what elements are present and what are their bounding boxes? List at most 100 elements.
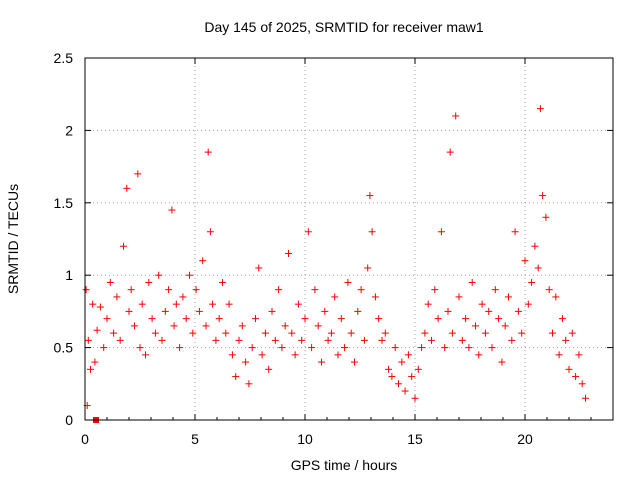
- data-point: [501, 322, 509, 330]
- data-point: [93, 326, 101, 334]
- data-point: [401, 387, 409, 395]
- data-point: [385, 365, 393, 373]
- data-point: [242, 358, 250, 366]
- data-point: [458, 336, 466, 344]
- data-point: [235, 336, 243, 344]
- data-point: [465, 344, 473, 352]
- data-point: [182, 315, 190, 323]
- data-point: [212, 336, 220, 344]
- data-point: [271, 336, 279, 344]
- data-point: [448, 329, 456, 337]
- data-point: [366, 192, 374, 200]
- data-point: [192, 286, 200, 294]
- x-tick-label: 20: [517, 431, 533, 447]
- data-point: [408, 373, 416, 381]
- data-point: [552, 293, 560, 301]
- data-point: [255, 264, 263, 272]
- data-point: [314, 322, 322, 330]
- data-point: [434, 315, 442, 323]
- data-point: [498, 358, 506, 366]
- data-point: [321, 307, 329, 315]
- data-point: [134, 170, 142, 178]
- data-point: [228, 351, 236, 359]
- data-point: [304, 228, 312, 236]
- data-point: [138, 300, 146, 308]
- grid-lines: [85, 58, 613, 420]
- data-point: [311, 286, 319, 294]
- chart-title: Day 145 of 2025, SRMTID for receiver maw…: [204, 19, 484, 35]
- data-point: [565, 365, 573, 373]
- data-point: [505, 293, 512, 301]
- data-point: [542, 213, 550, 221]
- data-point: [375, 315, 383, 323]
- data-point: [545, 286, 553, 294]
- data-point: [222, 329, 230, 337]
- data-point: [337, 315, 345, 323]
- data-point: [308, 344, 316, 352]
- data-point: [578, 380, 586, 388]
- data-point: [298, 336, 306, 344]
- data-point: [206, 228, 214, 236]
- data-point: [275, 286, 283, 294]
- data-point: [521, 257, 529, 265]
- data-point: [354, 307, 362, 315]
- data-point: [351, 358, 358, 366]
- data-point: [148, 315, 156, 323]
- x-tick-label: 15: [407, 431, 423, 447]
- data-point: [116, 336, 124, 344]
- data-point: [278, 344, 286, 352]
- data-point: [558, 315, 566, 323]
- data-point: [485, 307, 493, 315]
- data-point: [511, 228, 519, 236]
- data-point: [291, 351, 299, 359]
- data-point: [281, 322, 289, 330]
- data-point: [301, 315, 309, 323]
- data-point: [215, 315, 223, 323]
- data-point: [411, 394, 419, 402]
- data-point: [444, 307, 452, 315]
- data-point: [572, 373, 580, 381]
- y-tick-label: 1: [65, 267, 73, 283]
- data-point: [82, 286, 90, 294]
- data-point: [568, 329, 576, 337]
- data-point: [89, 300, 97, 308]
- x-tick-label: 5: [191, 431, 199, 447]
- data-point: [110, 329, 118, 337]
- data-point: [371, 293, 379, 301]
- data-point: [539, 192, 547, 200]
- data-point: [261, 329, 269, 337]
- data-point: [555, 351, 563, 359]
- data-point: [165, 286, 173, 294]
- data-point: [186, 271, 193, 279]
- data-point: [127, 286, 135, 294]
- data-point: [418, 344, 426, 352]
- data-point: [431, 286, 439, 294]
- data-point: [123, 184, 131, 192]
- data-point: [158, 336, 166, 344]
- data-point: [106, 278, 114, 286]
- data-point: [176, 344, 184, 352]
- data-point: [113, 293, 121, 301]
- data-point: [318, 358, 325, 366]
- data-point: [562, 336, 570, 344]
- data-point: [428, 336, 435, 344]
- data-point: [248, 344, 256, 352]
- data-point: [288, 329, 296, 337]
- data-point: [161, 307, 169, 315]
- data-point: [341, 344, 349, 352]
- data-point: [131, 322, 138, 330]
- data-point: [534, 264, 542, 272]
- data-point: [488, 344, 496, 352]
- data-point: [378, 336, 386, 344]
- data-point: [265, 365, 273, 373]
- data-point: [437, 228, 445, 236]
- y-axis: 0 0.5 1 1.5 2 2.5: [54, 50, 613, 428]
- data-point: [202, 322, 210, 330]
- data-point: [125, 307, 133, 315]
- data-point: [446, 148, 454, 156]
- data-point: [268, 307, 276, 315]
- data-point: [478, 300, 486, 308]
- data-point: [452, 112, 460, 120]
- data-point: [172, 300, 180, 308]
